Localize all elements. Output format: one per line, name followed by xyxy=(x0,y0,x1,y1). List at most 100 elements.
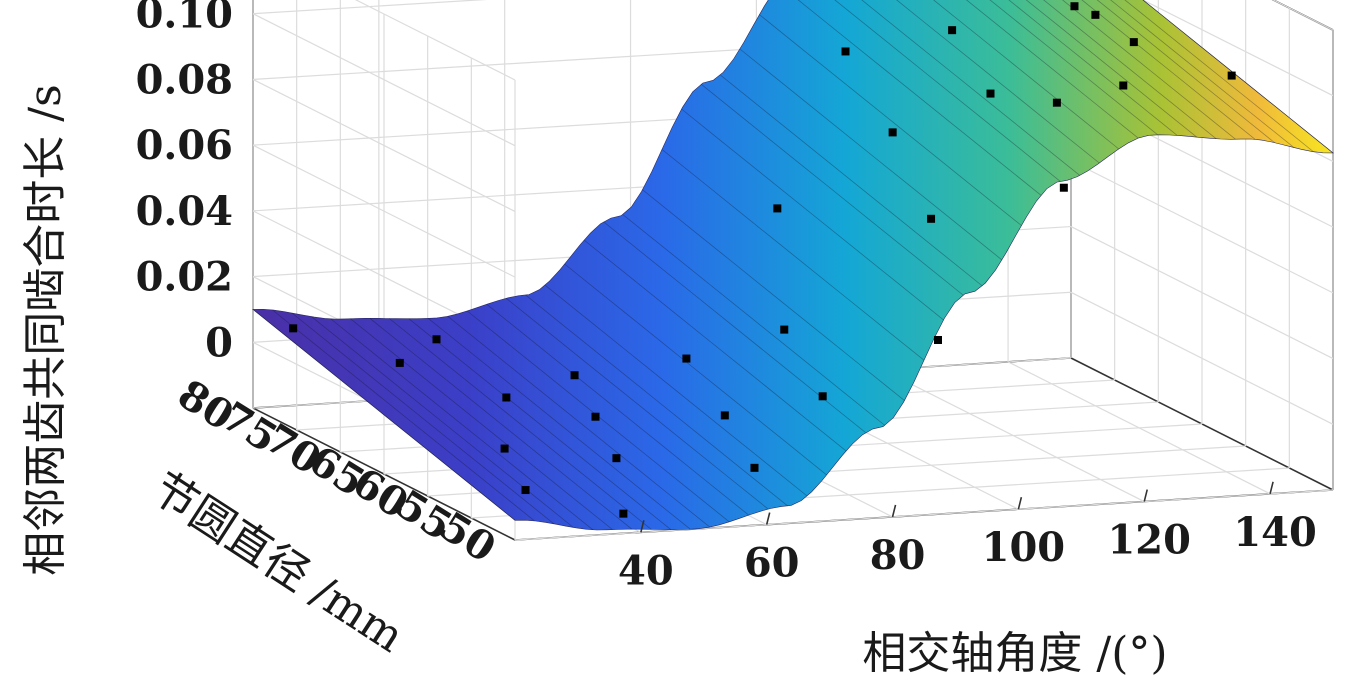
data-point xyxy=(841,47,850,56)
data-point xyxy=(773,204,782,213)
data-point xyxy=(720,411,729,420)
data-point xyxy=(1059,183,1068,192)
data-point xyxy=(500,444,509,453)
x-tick-mark xyxy=(765,512,771,525)
surface-mesh-line xyxy=(389,318,652,530)
grid-line xyxy=(514,489,1334,541)
surface-mesh-line xyxy=(681,108,944,321)
data-point xyxy=(948,26,957,35)
surface-mesh-line xyxy=(622,214,886,426)
x-axis-tick-labels: 40 60 80 100 120 140 xyxy=(618,481,1317,594)
z-axis-tick-labels: 00.020.040.060.080.100.12 xyxy=(136,0,233,366)
grid-line xyxy=(252,13,516,147)
surface-mesh-line xyxy=(700,83,964,296)
surface-mesh-line xyxy=(933,0,1120,150)
z-tick-label: 0 xyxy=(205,319,233,366)
surface-mesh-line xyxy=(525,294,788,507)
data-point xyxy=(502,393,511,402)
surface-mesh-line xyxy=(1096,0,1275,144)
surface-mesh-line xyxy=(1025,0,1197,138)
surface-mesh-line xyxy=(834,0,1061,182)
surface-mesh-line xyxy=(1061,0,1236,140)
data-point xyxy=(612,454,621,463)
x-tick-label: 80 xyxy=(870,532,926,579)
grid-line xyxy=(1070,291,1334,425)
surface-mesh-line xyxy=(1081,0,1256,140)
surface-mesh-line xyxy=(291,312,555,525)
grid-line xyxy=(1070,160,1334,294)
z-axis-title: 相邻两齿共同啮合时长 /s xyxy=(20,84,71,575)
surface-mesh-line xyxy=(989,0,1158,136)
surface-mesh-line xyxy=(861,0,1081,176)
x-tick-mark xyxy=(1269,481,1274,495)
data-point xyxy=(570,371,579,380)
data-point xyxy=(1119,81,1128,90)
surface-mesh-line xyxy=(965,0,1139,139)
grid-line xyxy=(1070,226,1334,360)
surface-mesh-line xyxy=(661,149,925,361)
surface-mesh-line xyxy=(447,315,711,528)
surface-mesh-line xyxy=(252,309,516,521)
surface-mesh-line xyxy=(330,318,594,531)
surface-mesh-line xyxy=(311,316,574,528)
data-point xyxy=(818,392,827,401)
x-tick-mark xyxy=(891,504,897,518)
x-tick-label: 60 xyxy=(744,540,800,587)
grid-line xyxy=(252,0,488,15)
surface-mesh-line xyxy=(369,317,633,530)
surface-mesh-line xyxy=(408,318,672,530)
data-point xyxy=(933,335,942,344)
data-point xyxy=(591,412,600,421)
data-point xyxy=(986,89,995,98)
surface-mesh-line xyxy=(1110,0,1295,148)
data-points xyxy=(289,2,1236,518)
data-point xyxy=(682,354,691,363)
data-point xyxy=(750,463,759,472)
data-point xyxy=(1227,71,1236,80)
surface-mesh-line xyxy=(428,318,691,530)
surface-mesh-line xyxy=(1142,0,1334,154)
surface-patch xyxy=(252,0,1334,531)
data-point xyxy=(289,324,298,333)
surface-mesh-line xyxy=(350,318,613,530)
data-point xyxy=(1070,2,1079,11)
x-tick-label: 100 xyxy=(982,524,1066,571)
z-tick-label: 0.10 xyxy=(136,0,233,38)
surface-mesh-line xyxy=(797,0,1042,196)
x-tick-label: 140 xyxy=(1233,509,1317,556)
grid-line xyxy=(252,144,516,278)
x-tick-mark xyxy=(640,520,645,533)
surface-mesh-line xyxy=(583,239,847,452)
surface-mesh-line xyxy=(564,263,827,476)
surface-mesh-line xyxy=(1124,0,1314,153)
surface-mesh-line xyxy=(642,189,905,401)
x-tick-mark xyxy=(1143,489,1149,502)
data-point xyxy=(619,509,628,518)
data-point xyxy=(395,358,404,367)
z-tick-label: 0.08 xyxy=(136,56,233,103)
surface-mesh-line xyxy=(739,48,1003,261)
surface-mesh-line xyxy=(505,297,769,510)
surface-mesh-line xyxy=(486,303,749,516)
grid-line xyxy=(354,0,516,81)
data-point xyxy=(780,325,789,334)
z-tick-label: 0.04 xyxy=(136,188,233,235)
x-tick-label: 120 xyxy=(1107,517,1191,564)
data-point xyxy=(1129,38,1138,47)
data-point xyxy=(927,214,936,223)
x-tick-mark xyxy=(1017,497,1023,510)
surface-mesh-line xyxy=(759,14,1022,226)
z-tick-label: 0.06 xyxy=(136,122,233,169)
grid-line xyxy=(1272,0,1334,31)
surface-mesh-line xyxy=(272,309,535,522)
data-point xyxy=(888,128,897,137)
x-tick-label: 40 xyxy=(618,547,674,594)
surface-mesh-line xyxy=(896,0,1100,164)
grid-line xyxy=(1141,0,1334,97)
data-point xyxy=(521,486,530,495)
data-point xyxy=(1052,98,1061,107)
data-point xyxy=(1091,10,1100,19)
